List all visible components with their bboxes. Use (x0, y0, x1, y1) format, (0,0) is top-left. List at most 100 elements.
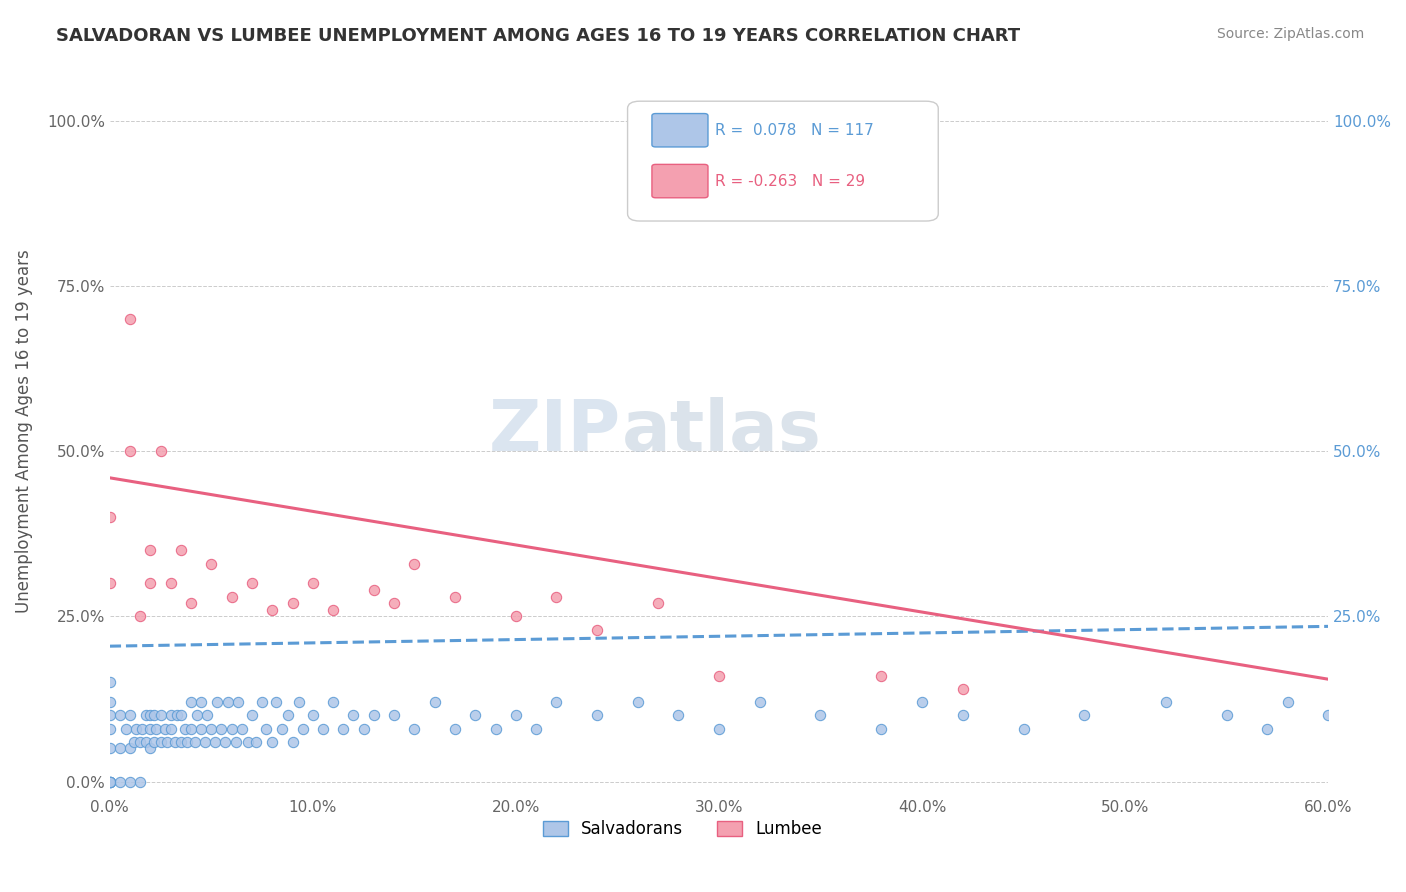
Point (586, 708, 609, 723)
Point (170, 708, 193, 723)
Point (135, 708, 157, 723)
Point (166, 708, 188, 723)
Point (444, 722, 467, 736)
Point (666, 708, 689, 723)
Point (1337, 722, 1360, 736)
Point (952, 682, 974, 697)
Point (546, 695, 568, 709)
Point (225, 735, 247, 749)
Point (342, 708, 364, 723)
Point (1012, 722, 1035, 736)
Point (221, 722, 243, 736)
Point (139, 576, 162, 591)
Point (184, 735, 207, 749)
Point (911, 695, 934, 709)
Point (139, 708, 162, 723)
Point (143, 735, 166, 749)
Point (209, 722, 232, 736)
Point (98, 675, 121, 690)
Point (1277, 695, 1299, 709)
Point (1317, 708, 1340, 723)
Legend: Salvadorans, Lumbee: Salvadorans, Lumbee (536, 814, 828, 845)
Point (200, 557, 222, 571)
Point (254, 722, 277, 736)
Point (363, 582, 385, 597)
Point (149, 708, 172, 723)
Point (444, 590, 467, 604)
Point (1358, 708, 1381, 723)
Point (129, 609, 152, 624)
Point (250, 695, 273, 709)
Point (484, 722, 506, 736)
Point (505, 609, 527, 624)
Text: R =  0.078   N = 117: R = 0.078 N = 117 (716, 123, 875, 137)
Point (271, 722, 294, 736)
Point (586, 623, 609, 637)
Point (186, 708, 208, 723)
Point (262, 603, 284, 617)
Point (98, 741, 121, 756)
Point (707, 722, 730, 736)
Point (236, 735, 259, 749)
Point (170, 735, 193, 749)
Point (1256, 722, 1278, 736)
Point (332, 722, 354, 736)
Point (647, 596, 669, 610)
Point (159, 708, 181, 723)
Point (139, 722, 162, 736)
Point (190, 695, 212, 709)
Point (180, 596, 202, 610)
Point (262, 735, 284, 749)
Point (464, 708, 486, 723)
Point (98, 708, 121, 723)
Point (363, 708, 385, 723)
Point (120, 741, 142, 756)
Point (139, 741, 162, 756)
Text: SALVADORAN VS LUMBEE UNEMPLOYMENT AMONG AGES 16 TO 19 YEARS CORRELATION CHART: SALVADORAN VS LUMBEE UNEMPLOYMENT AMONG … (56, 27, 1021, 45)
Y-axis label: Unemployment Among Ages 16 to 19 years: Unemployment Among Ages 16 to 19 years (15, 250, 32, 614)
Point (353, 722, 375, 736)
Point (98, 510, 121, 524)
Point (221, 590, 243, 604)
Text: Source: ZipAtlas.com: Source: ZipAtlas.com (1216, 27, 1364, 41)
FancyBboxPatch shape (652, 113, 709, 147)
Point (120, 444, 142, 458)
Point (404, 557, 426, 571)
Point (382, 596, 405, 610)
Point (153, 722, 176, 736)
Point (176, 735, 198, 749)
Point (163, 735, 186, 749)
Point (98, 774, 121, 789)
Point (139, 543, 162, 558)
FancyBboxPatch shape (627, 101, 938, 221)
Point (281, 735, 304, 749)
Point (135, 735, 157, 749)
Point (108, 708, 131, 723)
Point (204, 735, 226, 749)
Text: R = -0.263   N = 29: R = -0.263 N = 29 (716, 174, 866, 188)
Point (264, 695, 287, 709)
Point (1215, 708, 1237, 723)
Point (322, 695, 344, 709)
Point (423, 695, 446, 709)
Point (159, 576, 181, 591)
Point (707, 669, 730, 683)
Point (129, 774, 152, 789)
Point (180, 695, 202, 709)
Point (207, 695, 229, 709)
Point (159, 722, 181, 736)
Point (382, 708, 405, 723)
Point (143, 708, 166, 723)
Point (98, 774, 121, 789)
Point (120, 708, 142, 723)
Point (301, 708, 323, 723)
Point (1154, 695, 1177, 709)
Point (120, 312, 142, 326)
Point (231, 722, 253, 736)
Point (870, 669, 893, 683)
Point (952, 708, 974, 723)
Point (748, 695, 770, 709)
Point (312, 722, 335, 736)
Point (155, 735, 177, 749)
Point (125, 722, 148, 736)
